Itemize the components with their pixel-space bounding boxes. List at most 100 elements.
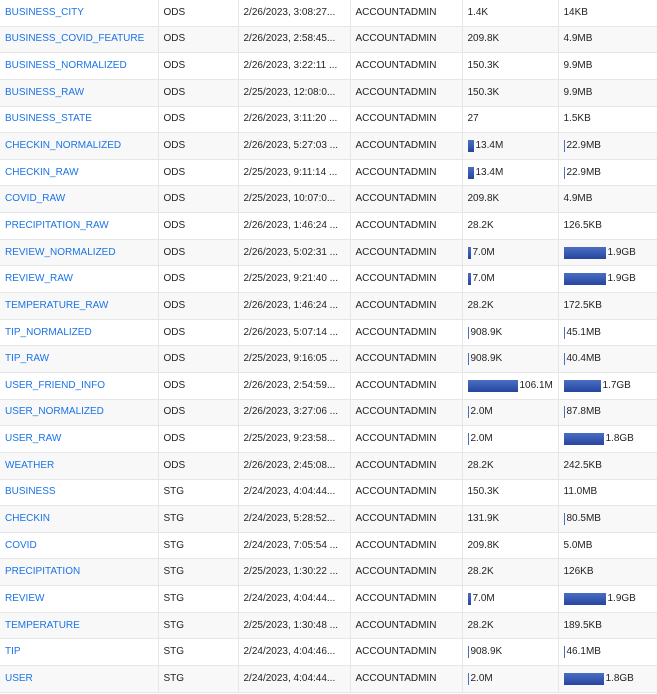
- table-name-link[interactable]: BUSINESS_COVID_FEATURE: [5, 33, 145, 45]
- table-row[interactable]: TIP STG 2/24/2023, 4:04:46... ACCOUNTADMIN 9…: [0, 638, 657, 667]
- bytes-bar: [563, 273, 606, 286]
- table-row[interactable]: USER_NORMALIZED ODS 2/26/2023, 3:27:06 ...…: [0, 398, 657, 427]
- table-row[interactable]: COVID_RAW ODS 2/25/2023, 10:07:0... ACCOUNT…: [0, 185, 657, 214]
- bytes-metric: 126KB: [564, 565, 657, 579]
- table-name-link[interactable]: TEMPERATURE_RAW: [5, 299, 109, 311]
- table-name-link[interactable]: CHECKIN_NORMALIZED: [5, 140, 122, 152]
- table-name-link[interactable]: BUSINESS_RAW: [5, 86, 85, 98]
- table-name-link[interactable]: PRECIPITATION: [5, 566, 81, 578]
- row-count-metric: 2.0M: [467, 672, 558, 686]
- table-row[interactable]: CHECKIN_RAW ODS 2/25/2023, 9:11:14 ... ACCO…: [0, 158, 657, 187]
- bytes-metric: 1.8GB: [563, 432, 657, 446]
- created-cell: 2/26/2023, 3:08:27...: [237, 0, 351, 27]
- created-cell: 2/24/2023, 4:04:44...: [237, 665, 351, 693]
- bytes-bar: [563, 166, 565, 179]
- table-name-link[interactable]: USER_NORMALIZED: [5, 406, 104, 418]
- table-row[interactable]: USER_FRIEND_INFO ODS 2/26/2023, 2:54:59...…: [0, 371, 657, 400]
- table-row[interactable]: BUSINESS_RAW ODS 2/25/2023, 12:08:0... ACCO…: [0, 78, 657, 107]
- table-name-link[interactable]: BUSINESS_CITY: [5, 6, 84, 18]
- table-name-link[interactable]: CHECKIN_RAW: [5, 166, 79, 178]
- row-count-metric: 150.3K: [468, 485, 558, 499]
- table-name-link[interactable]: PRECIPITATION_RAW: [5, 219, 109, 231]
- row-count-metric: 28.2K: [468, 619, 558, 633]
- table-name-link[interactable]: USER_FRIEND_INFO: [5, 379, 106, 391]
- table-row[interactable]: BUSINESS_STATE ODS 2/26/2023, 3:11:20 ... A…: [0, 105, 657, 134]
- table-row[interactable]: BUSINESS_CITY ODS 2/26/2023, 3:08:27... ACC…: [0, 0, 657, 27]
- table-row[interactable]: TIP_RAW ODS 2/25/2023, 9:16:05 ... ACCOUNTA…: [0, 345, 657, 373]
- table-row[interactable]: WEATHER ODS 2/26/2023, 2:45:08... ACCOUNTAD…: [0, 451, 657, 480]
- table-name-cell: PRECIPITATION: [0, 558, 159, 587]
- owner-cell: ACCOUNTADMIN: [349, 212, 463, 240]
- table-name-link[interactable]: COVID: [5, 539, 37, 551]
- bytes-value: 126.5KB: [563, 219, 602, 231]
- row-count-metric: 908.9K: [467, 645, 558, 659]
- table-row[interactable]: BUSINESS_COVID_FEATURE ODS 2/26/2023, 2:58…: [0, 25, 657, 54]
- table-row[interactable]: TEMPERATURE STG 2/25/2023, 1:30:48 ... ACCO…: [0, 611, 657, 640]
- bytes-cell: 40.4MB: [557, 345, 657, 373]
- bytes-value: 80.5MB: [566, 512, 601, 524]
- table-name-link[interactable]: REVIEW_RAW: [5, 273, 73, 285]
- owner-cell: ACCOUNTADMIN: [349, 451, 463, 480]
- bytes-bar: [563, 246, 606, 259]
- table-row[interactable]: USER_RAW ODS 2/25/2023, 9:23:58... ACCOUNTA…: [0, 425, 657, 453]
- owner-cell: ACCOUNTADMIN: [349, 185, 463, 214]
- table-row[interactable]: TIP_NORMALIZED ODS 2/26/2023, 5:07:14 ... A…: [0, 318, 657, 347]
- bytes-metric: 80.5MB: [563, 512, 657, 526]
- table-name-cell: COVID: [0, 531, 159, 560]
- bytes-metric: 1.5KB: [564, 112, 657, 126]
- row-count-metric: 1.4K: [468, 6, 558, 20]
- schema-cell: ODS: [157, 185, 239, 214]
- table-name-cell: BUSINESS_COVID_FEATURE: [0, 25, 159, 54]
- schema-cell: STG: [157, 558, 239, 587]
- table-row[interactable]: REVIEW_NORMALIZED ODS 2/26/2023, 5:02:31 .…: [0, 238, 657, 267]
- schema-cell: ODS: [157, 238, 239, 267]
- table-name-link[interactable]: TIP_RAW: [5, 353, 50, 365]
- row-count-cell: 27: [461, 105, 559, 134]
- bytes-value: 1.9GB: [607, 246, 636, 258]
- table-row[interactable]: PRECIPITATION STG 2/25/2023, 1:30:22 ... AC…: [0, 558, 657, 587]
- table-name-link[interactable]: COVID_RAW: [5, 193, 66, 205]
- row-count-cell: 209.8K: [461, 531, 559, 560]
- table-row[interactable]: CHECKIN STG 2/24/2023, 5:28:52... ACCOUNTAD…: [0, 505, 657, 533]
- table-row[interactable]: BUSINESS STG 2/24/2023, 4:04:44... ACCOUNTA…: [0, 478, 657, 507]
- table-name-cell: REVIEW: [0, 585, 159, 613]
- table-name-link[interactable]: TEMPERATURE: [5, 619, 80, 631]
- bytes-value: 1.9GB: [607, 273, 636, 285]
- table-name-link[interactable]: TIP_NORMALIZED: [5, 326, 92, 338]
- table-row[interactable]: PRECIPITATION_RAW ODS 2/26/2023, 1:46:24 .…: [0, 212, 657, 240]
- table-name-link[interactable]: BUSINESS_NORMALIZED: [5, 60, 127, 72]
- row-count-bar: [467, 326, 469, 339]
- table-name-link[interactable]: CHECKIN: [5, 512, 51, 524]
- schema-cell: ODS: [157, 52, 239, 80]
- created-cell: 2/26/2023, 2:54:59...: [237, 371, 351, 400]
- row-count-value: 908.9K: [470, 646, 503, 658]
- table-row[interactable]: BUSINESS_NORMALIZED ODS 2/26/2023, 3:22:11…: [0, 52, 657, 80]
- owner-cell: ACCOUNTADMIN: [349, 78, 463, 107]
- table-name-link[interactable]: BUSINESS_STATE: [5, 113, 92, 125]
- table-row[interactable]: TEMPERATURE_RAW ODS 2/26/2023, 1:46:24 ...…: [0, 292, 657, 320]
- bytes-bar: [563, 672, 604, 685]
- schema-cell: ODS: [157, 345, 239, 373]
- table-row[interactable]: REVIEW STG 2/24/2023, 4:04:44... ACCOUNTADM…: [0, 585, 657, 613]
- table-name-link[interactable]: USER_RAW: [5, 433, 62, 445]
- owner-cell: ACCOUNTADMIN: [349, 638, 463, 667]
- table-name-link[interactable]: TIP: [5, 646, 21, 658]
- table-row[interactable]: REVIEW_RAW ODS 2/25/2023, 9:21:40 ... ACCOU…: [0, 265, 657, 294]
- table-row[interactable]: CHECKIN_NORMALIZED ODS 2/26/2023, 5:27:03 …: [0, 132, 657, 160]
- schema-cell: ODS: [157, 425, 239, 453]
- bytes-cell: 14KB: [557, 0, 657, 27]
- table-name-link[interactable]: WEATHER: [5, 459, 55, 471]
- table-name-link[interactable]: REVIEW_NORMALIZED: [5, 246, 116, 258]
- bytes-value: 9.9MB: [563, 86, 593, 98]
- table-name-cell: CHECKIN_NORMALIZED: [0, 132, 159, 160]
- table-row[interactable]: USER STG 2/24/2023, 4:04:44... ACCOUNTADMIN…: [0, 665, 657, 693]
- bytes-cell: 80.5MB: [557, 505, 657, 533]
- table-name-link[interactable]: BUSINESS: [5, 486, 56, 498]
- bytes-value: 1.8GB: [605, 433, 634, 445]
- row-count-bar: [467, 246, 471, 259]
- table-row[interactable]: COVID STG 2/24/2023, 7:05:54 ... ACCOUNTADM…: [0, 531, 657, 560]
- schema-cell: ODS: [157, 0, 239, 27]
- table-name-link[interactable]: REVIEW: [5, 592, 45, 604]
- table-name-link[interactable]: USER: [5, 672, 33, 684]
